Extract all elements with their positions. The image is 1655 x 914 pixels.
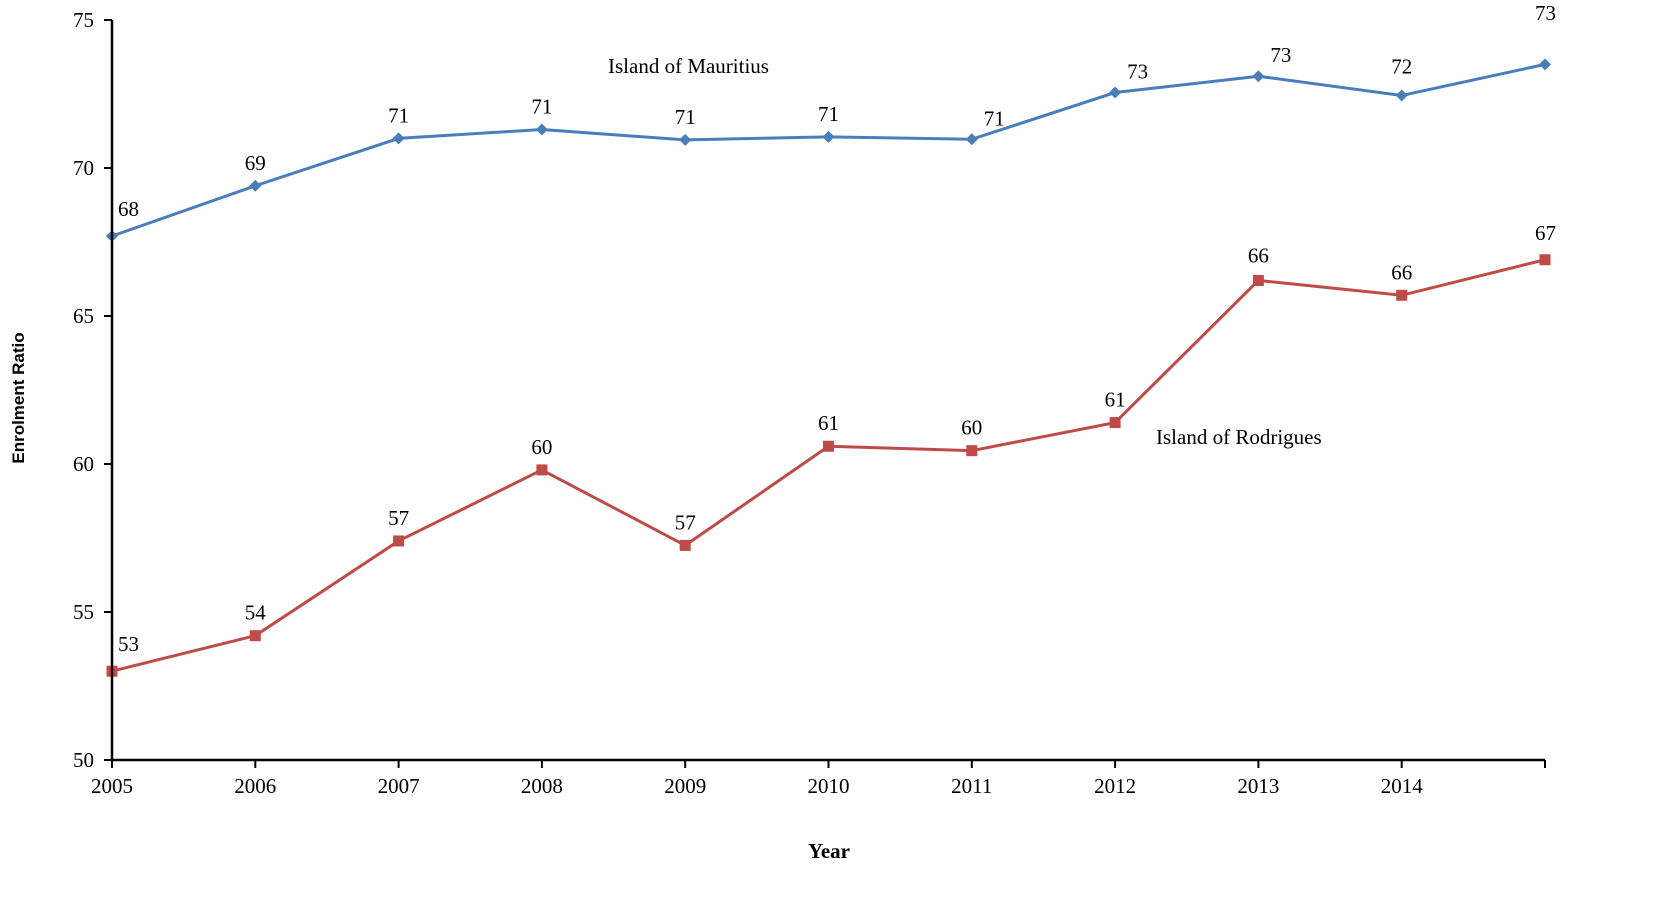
x-tick-label: 2006 [234,774,276,798]
data-point [679,539,691,551]
data-label: 69 [245,151,266,175]
data-label: 73 [1535,1,1556,25]
data-point [1252,70,1265,83]
data-label: 60 [961,416,982,440]
data-point [1539,254,1551,266]
data-label: 60 [531,435,552,459]
data-point [822,130,835,143]
series-line [111,62,1546,238]
series-layer: 68 69 71 71 71 71 71 73 73 72 73 53 54 57 60 57 61 60 61 66… [106,1,1556,677]
data-point [393,535,405,547]
x-tick-label: 2010 [808,774,850,798]
data-point [965,133,978,146]
data-label: 61 [818,411,839,435]
data-point [1396,289,1408,301]
x-axis-title: Year [808,839,850,863]
y-tick-label: 75 [73,8,94,32]
data-point [249,179,262,192]
x-tick-label: 2014 [1381,774,1424,798]
data-label: 71 [388,103,409,127]
data-label: 67 [1535,221,1556,245]
data-label: 66 [1248,243,1269,267]
data-point [1395,89,1408,102]
data-label: 68 [118,197,139,221]
series-1: 53 54 57 60 57 61 60 61 66 66 67 [106,221,1556,677]
series-label-rodrigues: Island of Rodrigues [1156,425,1322,449]
data-point [1109,86,1122,99]
data-label: 54 [245,601,267,625]
data-point [823,440,834,452]
data-label: 71 [984,106,1005,130]
y-axis-ticks: 50 55 60 65 70 75 [73,8,112,772]
series-0: 68 69 71 71 71 71 71 73 73 72 73 [106,1,1556,243]
y-tick-label: 65 [73,304,94,328]
data-point [1252,274,1264,286]
y-axis-title: Enrolment Ratio [9,332,28,463]
x-tick-label: 2013 [1237,774,1279,798]
data-label: 73 [1270,43,1291,67]
data-label: 66 [1391,260,1412,284]
x-tick-label: 2005 [91,774,133,798]
x-tick-label: 2011 [951,774,992,798]
data-point [1539,58,1551,71]
y-tick-label: 50 [73,748,94,772]
x-axis-ticks: 2005 2006 2007 2008 2009 2010 2011 2012 2013 2014 [91,760,1546,798]
data-label: 71 [675,105,696,129]
data-label: 71 [531,95,552,119]
data-point [966,445,978,457]
data-label: 72 [1391,54,1412,78]
x-tick-label: 2008 [521,774,563,798]
series-line [111,258,1546,673]
x-tick-label: 2009 [664,774,706,798]
data-point [1109,417,1121,429]
y-tick-label: 55 [73,600,94,624]
data-point [392,132,405,145]
y-tick-label: 60 [73,452,94,476]
data-label: 53 [118,632,139,656]
series-label-mauritius: Island of Mauritius [608,54,769,78]
data-label: 57 [675,510,696,534]
y-tick-label: 70 [73,156,94,180]
data-point [536,464,548,476]
x-tick-label: 2007 [378,774,420,798]
data-label: 61 [1105,388,1126,412]
data-label: 71 [818,102,839,126]
data-label: 57 [388,506,409,530]
data-point [679,133,692,146]
data-point [249,630,261,642]
x-tick-label: 2012 [1094,774,1136,798]
data-label: 73 [1127,60,1148,84]
data-point [535,123,548,136]
